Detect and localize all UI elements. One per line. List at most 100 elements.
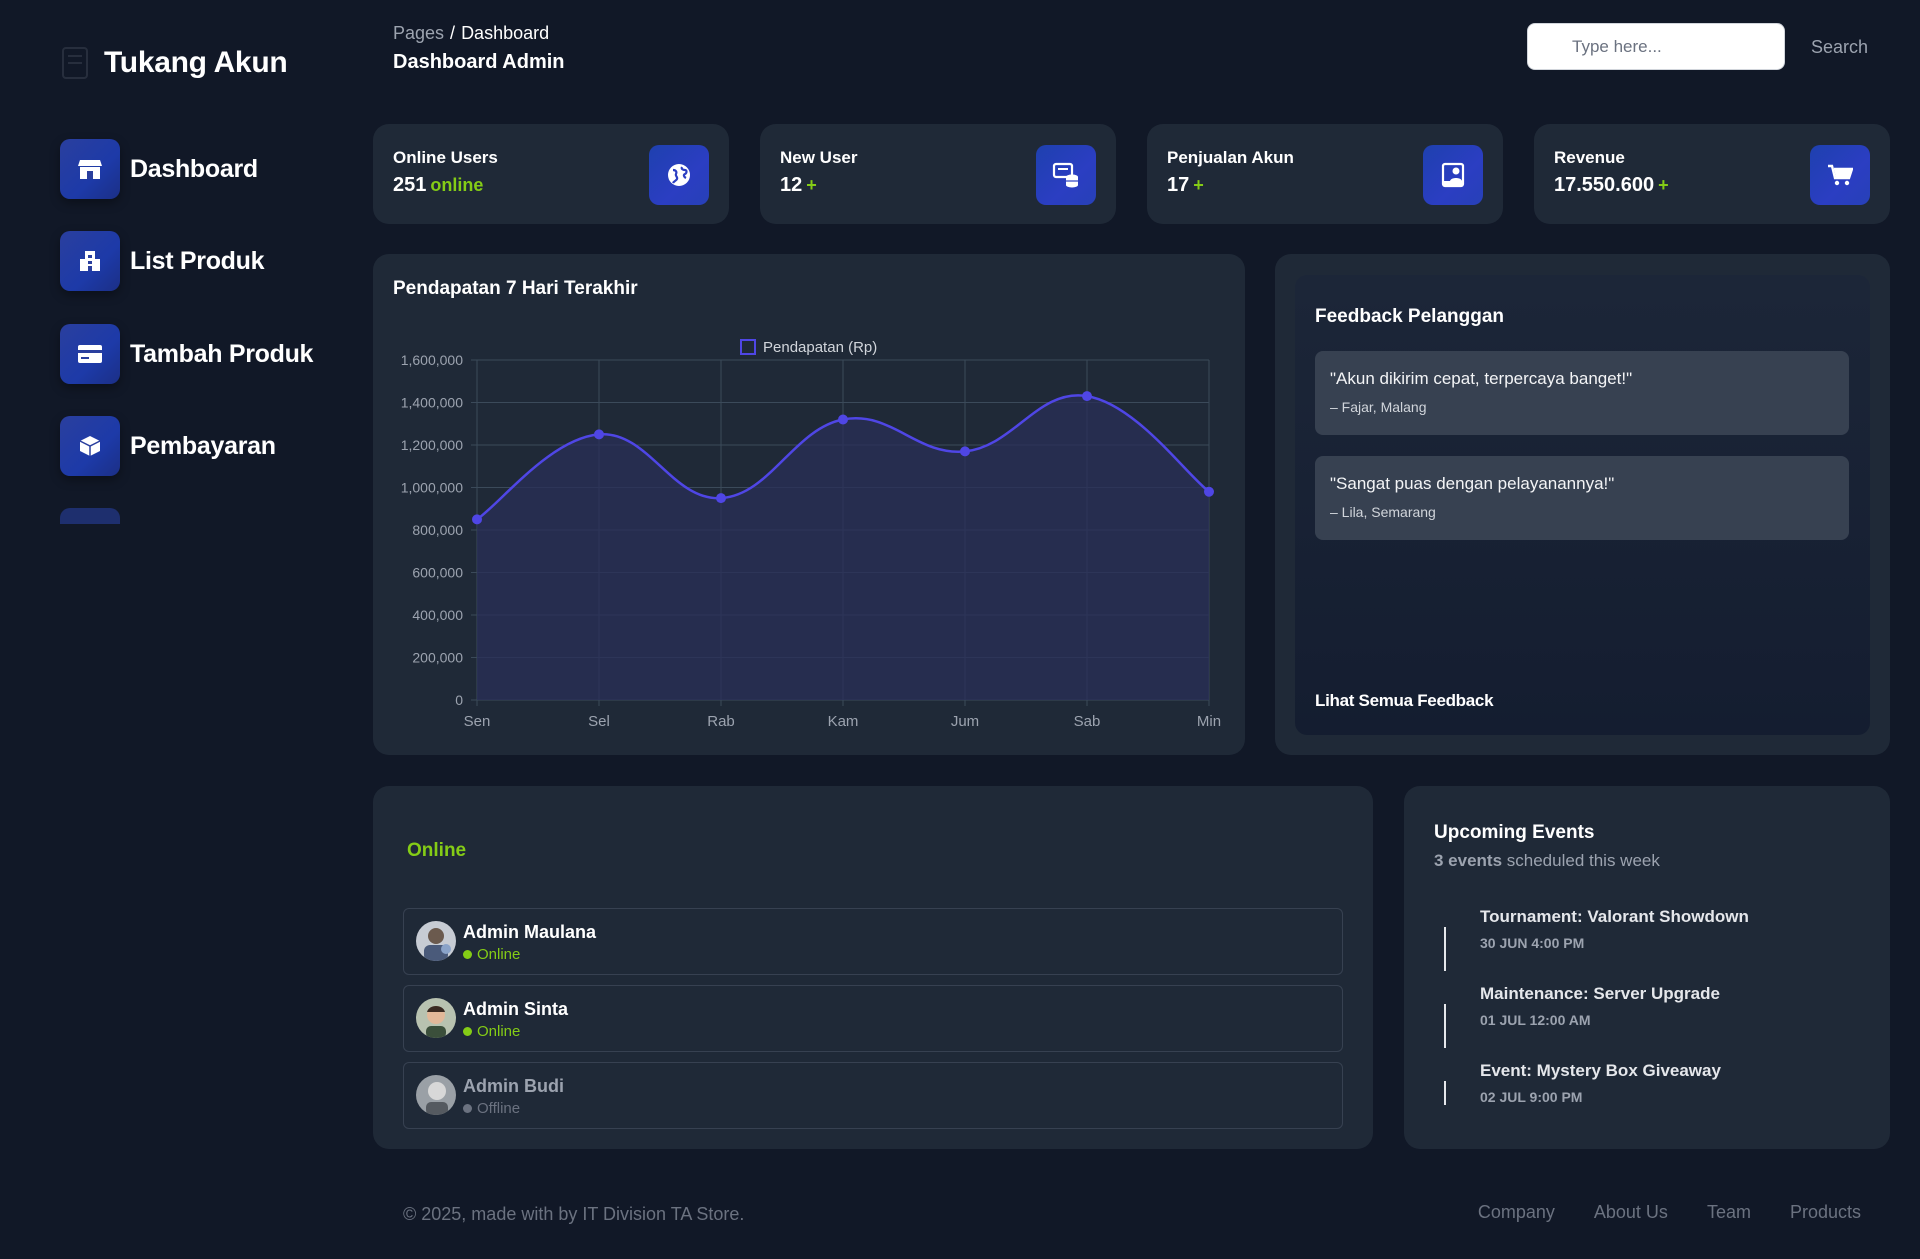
footer-link-about-us[interactable]: About Us	[1593, 1202, 1668, 1222]
sidebar-item-dashboard[interactable]: Dashboard	[60, 139, 258, 199]
stat-value: 17 +	[1167, 174, 1204, 197]
feedback-author: – Fajar, Malang	[1330, 399, 1427, 415]
cart-icon	[1810, 145, 1870, 205]
y-tick-label: 600,000	[412, 565, 463, 581]
credit-card-icon	[60, 324, 120, 384]
status-label: Offline	[477, 1100, 521, 1117]
legend-label: Pendapatan (Rp)	[763, 339, 877, 356]
legend-swatch	[740, 339, 756, 355]
series-area	[477, 395, 1209, 700]
admin-name: Admin Sinta	[463, 999, 569, 1019]
stat-value: 251 online	[393, 174, 483, 197]
breadcrumb: Pages / Dashboard	[393, 23, 549, 44]
y-tick-label: 0	[455, 692, 463, 708]
data-point	[1204, 486, 1214, 497]
revenue-chart-card: Pendapatan 7 Hari Terakhir 0 200,000 400,0…	[373, 254, 1245, 755]
sidebar-item-tambah-produk[interactable]: Tambah Produk	[60, 324, 313, 384]
data-point	[716, 493, 726, 504]
feedback-item: "Akun dikirim cepat, terpercaya banget!"…	[1315, 351, 1849, 435]
stat-card-online-users: Online Users 251 online	[373, 124, 729, 224]
data-point	[1082, 391, 1092, 402]
view-all-feedback-link[interactable]: Lihat Semua Feedback	[1315, 691, 1494, 710]
revenue-chart: 0 200,000 400,000 600,000 800,000 1,000,000 1,…	[401, 339, 1221, 730]
event-time: 30 JUN 4:00 PM	[1480, 935, 1585, 951]
admin-row[interactable]: Admin Budi Offline	[403, 1062, 1343, 1129]
admin-name: Admin Maulana	[463, 922, 597, 942]
search-input[interactable]	[1528, 24, 1784, 69]
building-icon	[60, 231, 120, 291]
stat-number: 17.550.600	[1554, 174, 1655, 196]
x-tick-label: Sen	[464, 713, 491, 730]
stat-title: Penjualan Akun	[1167, 148, 1294, 167]
sidebar: Tukang Akun Dashboard List Produk	[0, 0, 360, 1259]
status-badge: Online	[463, 1023, 520, 1040]
footer-copyright: © 2025, made with by IT Division TA Stor…	[403, 1204, 745, 1224]
search-button[interactable]: Search	[1811, 37, 1869, 57]
x-tick-label: Jum	[951, 713, 979, 730]
y-tick-label: 1,200,000	[401, 437, 463, 453]
events-count: 3 events	[1434, 851, 1503, 870]
stat-title: Revenue	[1554, 148, 1625, 167]
globe-icon	[649, 145, 709, 205]
y-tick-label: 400,000	[412, 607, 463, 623]
x-tick-label: Min	[1197, 713, 1221, 730]
timeline-line	[1444, 1004, 1446, 1048]
breadcrumb-current: Dashboard	[461, 23, 550, 43]
sidebar-item-list-produk[interactable]: List Produk	[60, 231, 265, 291]
footer-link-products[interactable]: Products	[1789, 1202, 1861, 1222]
status-badge: Online	[463, 946, 520, 963]
feedback-quote: "Sangat puas dengan pelayanannya!"	[1330, 474, 1615, 493]
data-point	[838, 414, 848, 425]
store-icon	[60, 139, 120, 199]
avatar	[416, 921, 456, 961]
event-time: 01 JUL 12:00 AM	[1480, 1012, 1591, 1028]
y-tick-label: 1,600,000	[401, 352, 463, 368]
timeline-line	[1444, 1081, 1446, 1105]
data-point	[594, 429, 604, 440]
events-subtitle-text: scheduled this week	[1502, 851, 1660, 870]
y-tick-label: 1,400,000	[401, 395, 463, 411]
sidebar-item-pembayaran[interactable]: Pembayaran	[60, 416, 276, 476]
brand-name: Tukang Akun	[104, 46, 288, 79]
data-point	[960, 446, 970, 457]
x-tick-label: Sel	[588, 713, 610, 730]
online-admins-card: Online Admin Maulana Online Admin Sinta …	[373, 786, 1373, 1149]
footer-link-company[interactable]: Company	[1477, 1202, 1555, 1222]
admin-row[interactable]: Admin Sinta Online	[403, 985, 1343, 1052]
feedback-item: "Sangat puas dengan pelayanannya!" – Lil…	[1315, 456, 1849, 540]
user-badge-icon	[1423, 145, 1483, 205]
y-tick-label: 800,000	[412, 522, 463, 538]
status-badge: Offline	[463, 1100, 520, 1117]
events-title: Upcoming Events	[1434, 822, 1595, 843]
stat-accent: +	[806, 175, 817, 195]
stat-card-revenue: Revenue 17.550.600 +	[1534, 124, 1890, 224]
stat-accent: online	[430, 175, 484, 195]
search-box	[1527, 23, 1785, 70]
feedback-card: Feedback Pelanggan "Akun dikirim cepat, …	[1275, 254, 1890, 755]
stat-accent: +	[1193, 175, 1204, 195]
x-tick-label: Kam	[828, 713, 859, 730]
sidebar-item-label: Dashboard	[130, 154, 258, 183]
feedback-title: Feedback Pelanggan	[1315, 306, 1505, 327]
events-subtitle: 3 events scheduled this week	[1434, 851, 1660, 871]
brand[interactable]: Tukang Akun	[60, 44, 288, 82]
sidebar-item-label: List Produk	[130, 246, 265, 275]
upcoming-events-card: Upcoming Events 3 events scheduled this …	[1404, 786, 1890, 1149]
sidebar-item-label: Pembayaran	[130, 431, 276, 460]
stat-number: 251	[393, 174, 427, 196]
breadcrumb-separator: /	[450, 23, 456, 43]
breadcrumb-root[interactable]: Pages	[393, 23, 445, 43]
x-tick-label: Sab	[1074, 713, 1101, 730]
stat-title: Online Users	[393, 148, 498, 167]
admin-row[interactable]: Admin Maulana Online	[403, 908, 1343, 975]
footer-link-team[interactable]: Team	[1706, 1202, 1751, 1222]
status-label: Online	[477, 946, 521, 963]
status-dot	[463, 950, 472, 959]
avatar	[416, 998, 456, 1038]
event-title: Tournament: Valorant Showdown	[1480, 907, 1749, 926]
sidebar-item-partial[interactable]	[60, 508, 120, 524]
y-tick-label: 200,000	[412, 650, 463, 666]
stat-card-penjualan-akun: Penjualan Akun 17 +	[1147, 124, 1503, 224]
event-time: 02 JUL 9:00 PM	[1480, 1089, 1583, 1105]
stat-value: 12 +	[780, 174, 817, 197]
